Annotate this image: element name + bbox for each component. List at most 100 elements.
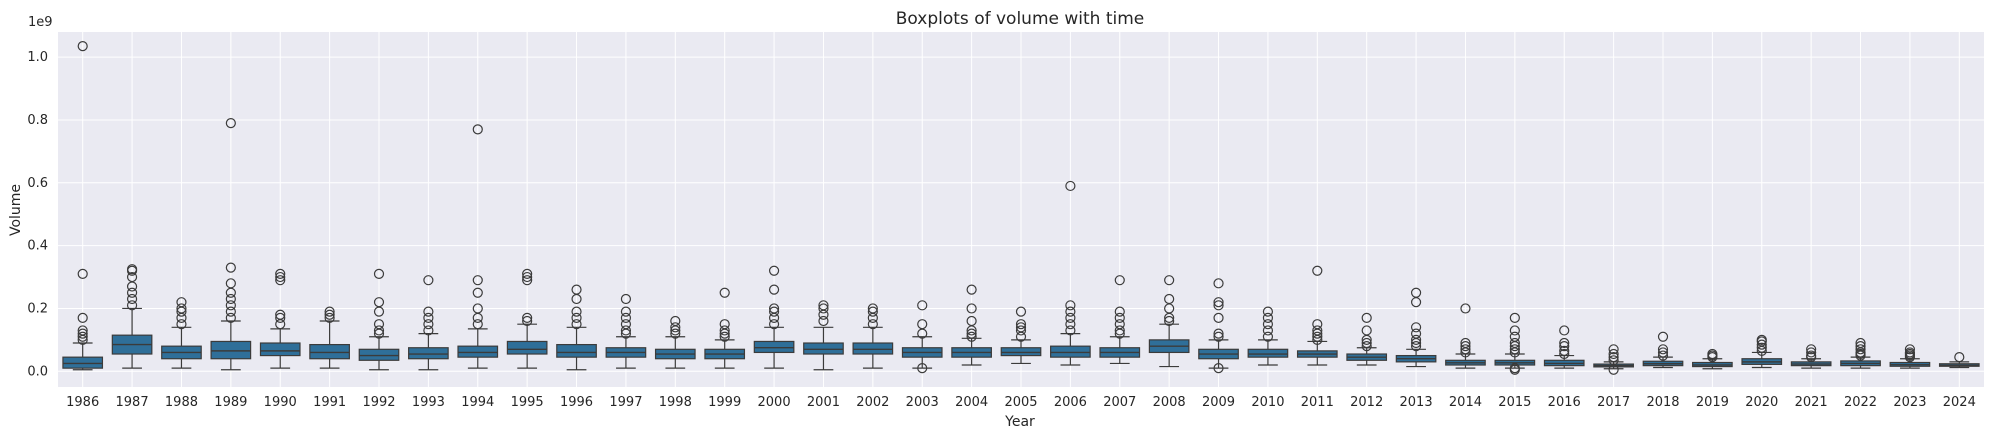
x-tick-label: 2012	[1350, 395, 1383, 410]
outlier-point	[1509, 312, 1520, 323]
outlier-point	[1065, 325, 1076, 336]
outlier-point	[1015, 306, 1027, 317]
x-tick-label: 2002	[856, 395, 889, 410]
box-2024	[1938, 352, 1980, 369]
box-2005	[1000, 306, 1042, 365]
outlier-point	[867, 306, 878, 317]
outlier-point	[225, 312, 236, 323]
outlier-point	[1262, 312, 1274, 323]
outlier-point	[225, 300, 236, 311]
outlier-point	[1312, 331, 1323, 342]
outlier-point	[472, 303, 483, 314]
outlier-point	[768, 284, 780, 295]
outlier-point	[571, 319, 582, 330]
box-1992	[358, 268, 400, 371]
outlier-point	[1361, 312, 1372, 323]
x-tick-label: 2001	[807, 395, 840, 410]
outlier-point	[917, 319, 928, 330]
x-axis-title: Year	[1004, 414, 1035, 430]
outlier-point	[1460, 341, 1471, 352]
outlier-point	[917, 363, 928, 374]
outlier-point	[1361, 337, 1372, 349]
outlier-point	[1164, 275, 1175, 286]
outlier-point	[423, 275, 434, 286]
box-1997	[605, 293, 647, 369]
outlier-point	[1657, 344, 1669, 355]
box-1999	[704, 287, 746, 369]
outlier-point	[522, 315, 533, 327]
box-1988	[161, 297, 202, 369]
outlier-point	[719, 319, 730, 330]
box-1994	[457, 124, 499, 369]
outlier-point	[225, 278, 236, 289]
outlier-point	[1608, 344, 1619, 355]
outlier-point	[867, 319, 878, 330]
outlier-point	[867, 303, 878, 314]
outlier-point	[225, 262, 236, 273]
y-tick-labels: 0.0 0.2 0.4 0.6 0.8 1.0	[27, 50, 48, 379]
x-tick-label: 2019	[1696, 395, 1729, 410]
outlier-point	[472, 275, 483, 286]
y-tick-label: 0.0	[27, 364, 48, 379]
outlier-point	[1262, 325, 1274, 336]
outlier-point	[126, 287, 138, 298]
outlier-point	[1806, 344, 1817, 355]
y-tick-label: 0.4	[27, 239, 48, 254]
outlier-point	[275, 268, 286, 280]
outlier-point	[1114, 312, 1125, 323]
outlier-point	[423, 306, 434, 317]
outlier-point	[1904, 344, 1916, 355]
outlier-point	[472, 319, 483, 330]
box-2003	[901, 300, 943, 374]
outlier-point	[1608, 364, 1619, 375]
x-tick-label: 2018	[1646, 395, 1679, 410]
outlier-point	[225, 293, 236, 305]
outlier-point	[1410, 322, 1422, 333]
x-tick-label: 2000	[758, 395, 791, 410]
iqr-box	[457, 345, 499, 358]
outlier-point	[225, 306, 236, 317]
outlier-point	[966, 328, 977, 339]
outlier-point	[1213, 278, 1224, 289]
box-2010	[1247, 306, 1289, 366]
outlier-point	[373, 325, 385, 336]
outlier-point	[1559, 345, 1570, 356]
outlier-point	[176, 319, 187, 330]
outlier-point	[1460, 344, 1471, 355]
y-axis-offset-label: 1e9	[28, 15, 53, 30]
box-1995	[506, 268, 548, 369]
box-1996	[556, 284, 597, 371]
x-tick-label: 1994	[461, 395, 494, 410]
outlier-point	[917, 300, 928, 311]
x-tick-label: 2011	[1301, 395, 1334, 410]
box-2017	[1593, 344, 1634, 375]
iqr-box	[1247, 348, 1289, 358]
iqr-box	[753, 340, 795, 354]
outlier-point	[275, 275, 286, 286]
x-tick-label: 2022	[1844, 395, 1877, 410]
outlier-point	[324, 309, 335, 320]
outlier-point	[1904, 347, 1916, 358]
iqr-box	[62, 356, 104, 369]
outlier-point	[1657, 350, 1669, 361]
x-tick-label: 1990	[264, 395, 297, 410]
outlier-point	[225, 118, 236, 129]
outlier-point	[77, 41, 88, 52]
outlier-point	[1608, 348, 1619, 360]
outlier-point	[324, 312, 335, 323]
outlier-point	[176, 297, 187, 308]
outlier-point	[1361, 325, 1372, 336]
outlier-point	[275, 309, 286, 320]
outlier-point	[1312, 325, 1323, 336]
outlier-point	[670, 315, 681, 327]
outlier-point	[1164, 315, 1175, 327]
outlier-point	[768, 319, 780, 330]
chart-title: Boxplots of volume with time	[896, 9, 1145, 29]
outlier-point	[1065, 319, 1076, 330]
x-tick-label: 2020	[1745, 395, 1778, 410]
outlier-point	[1065, 300, 1076, 311]
iqr-box	[1050, 345, 1091, 358]
outlier-point	[719, 331, 730, 342]
iqr-box	[556, 343, 597, 358]
